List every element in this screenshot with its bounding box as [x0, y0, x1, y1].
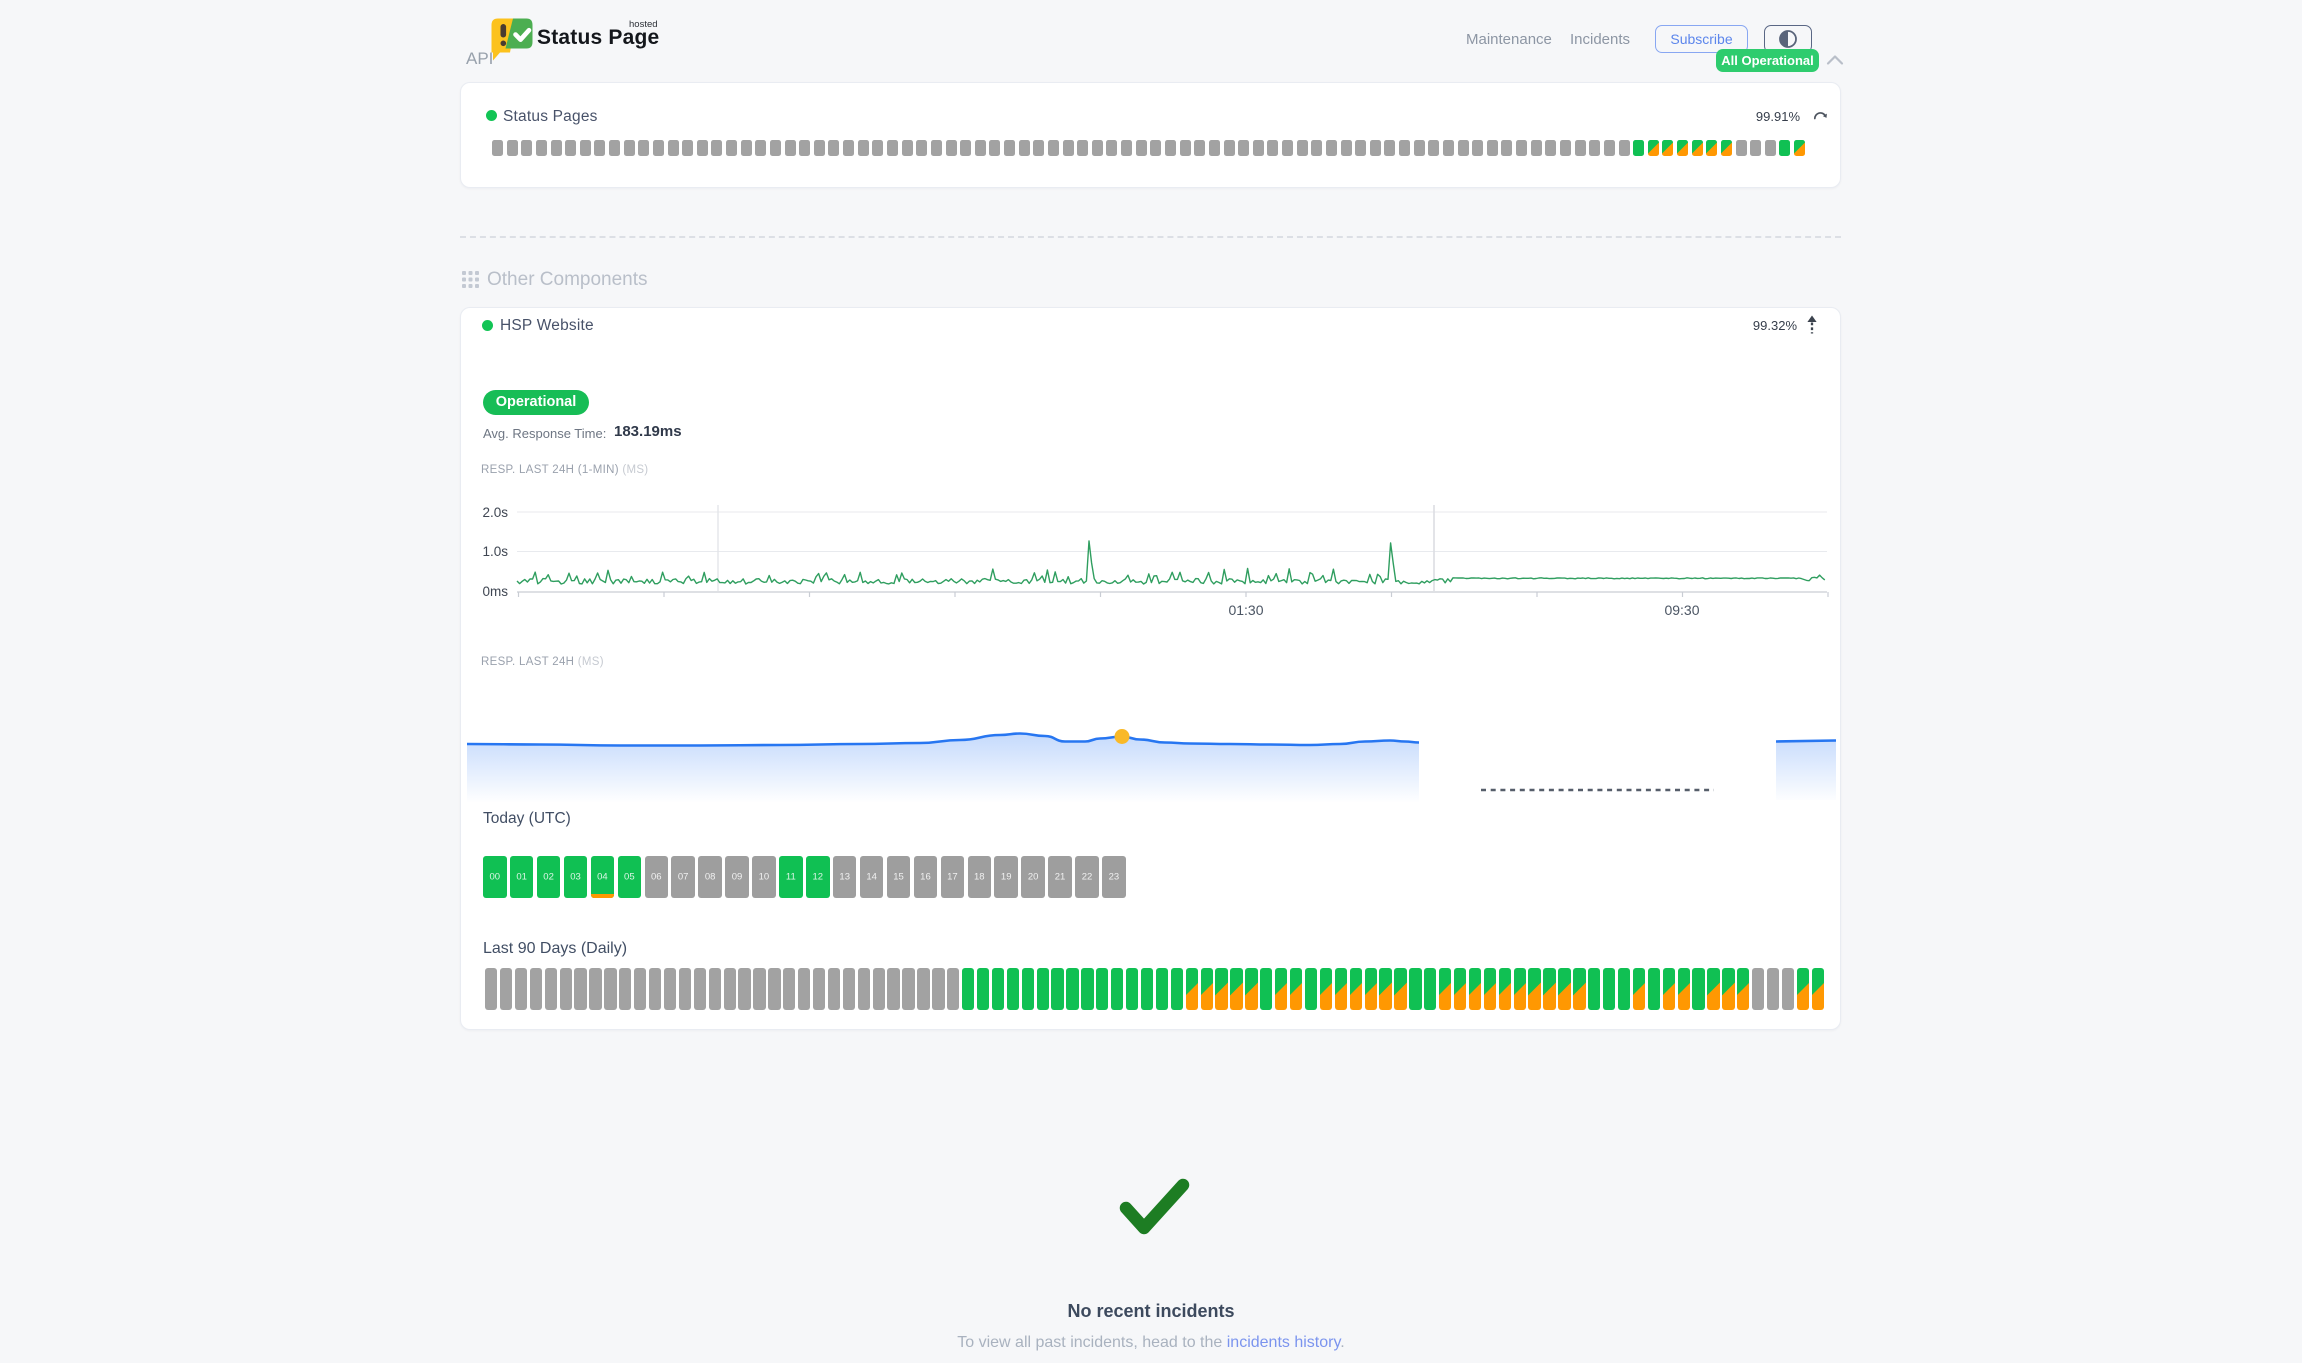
svg-text:2.0s: 2.0s — [482, 505, 508, 520]
svg-text:0ms: 0ms — [482, 584, 508, 599]
svg-text:1.0s: 1.0s — [482, 544, 508, 559]
svg-text:01:30: 01:30 — [1228, 602, 1263, 618]
svg-text:09:30: 09:30 — [1664, 602, 1699, 618]
